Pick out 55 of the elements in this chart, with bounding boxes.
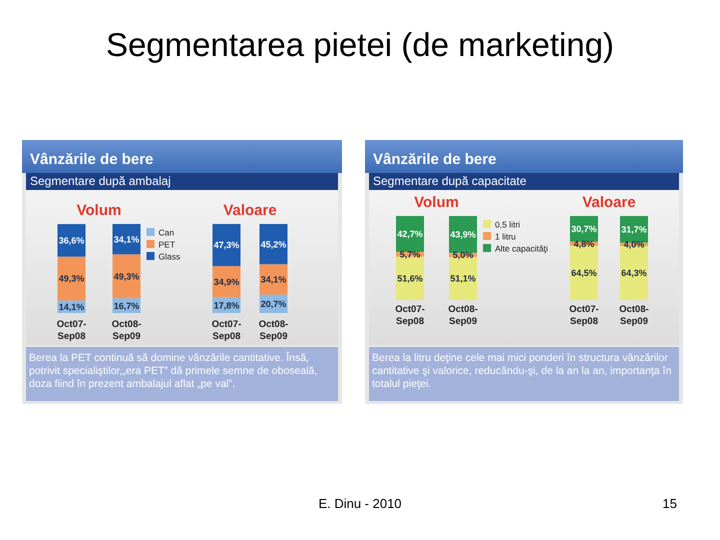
data-label: 30,7% bbox=[571, 224, 597, 234]
data-label: 31,7% bbox=[621, 224, 647, 235]
text: Segmentare după ambalaj bbox=[30, 174, 171, 188]
data-label: 17,8% bbox=[214, 300, 240, 310]
legend-label: 0,5 litri bbox=[495, 220, 520, 230]
data-label: 20,7% bbox=[260, 298, 286, 309]
chart-title: Volum bbox=[414, 194, 459, 211]
data-label: 45,2% bbox=[260, 239, 286, 250]
data-label: 34,9% bbox=[214, 276, 240, 287]
data-label: 42,7% bbox=[397, 229, 423, 240]
legend-label: Alte capacităţi bbox=[495, 244, 548, 254]
x-tick-label: Oct07-Sep08 bbox=[569, 304, 599, 327]
data-label: 34,1% bbox=[260, 274, 286, 285]
data-label: 49,3% bbox=[58, 274, 84, 284]
data-label: 34,1% bbox=[114, 234, 140, 244]
bar bbox=[212, 224, 240, 266]
x-tick-label: Oct07-Sep08 bbox=[212, 319, 242, 342]
chart-title: Valoare bbox=[223, 202, 277, 219]
legend-label: Glass bbox=[158, 252, 180, 262]
data-label: 5,0% bbox=[452, 250, 474, 260]
data-label: 4,0% bbox=[624, 240, 644, 250]
data-label: 47,3% bbox=[214, 240, 240, 250]
data-label: 14,1% bbox=[58, 302, 84, 312]
text: Segmentarea pietei (de marketing) bbox=[106, 26, 614, 63]
data-label: 49,3% bbox=[114, 271, 140, 282]
x-tick-label: Oct08-Sep09 bbox=[619, 304, 649, 327]
chart-title: Valoare bbox=[582, 194, 636, 211]
data-label: 51,6% bbox=[397, 274, 423, 284]
data-label: 4,8% bbox=[574, 239, 594, 250]
bar bbox=[112, 254, 140, 298]
data-label: 64,3% bbox=[621, 268, 647, 278]
text: Berea la litru deţine cele mai mici ponderi în structura vânzărilor cantitative şi valorice, reducându-şi, de la an la an, importanţa în totalul pieţei. bbox=[372, 352, 672, 390]
x-tick-label: Oct07-Sep08 bbox=[56, 319, 86, 342]
bar bbox=[58, 256, 86, 300]
data-label: 51,1% bbox=[450, 274, 476, 284]
text: Vânzările de bere bbox=[30, 151, 154, 168]
data-label: 5,7% bbox=[400, 249, 420, 260]
data-label: 64,5% bbox=[571, 268, 597, 278]
x-tick-label: Oct08-Sep09 bbox=[448, 304, 478, 327]
legend-label: PET bbox=[158, 240, 176, 250]
chart-title: Volum bbox=[76, 202, 122, 219]
x-tick-label: Oct08-Sep09 bbox=[112, 319, 142, 342]
data-label: 43,9% bbox=[450, 230, 476, 240]
text: 15 bbox=[662, 496, 677, 511]
legend-label: 1 litru bbox=[495, 232, 516, 242]
text: E. Dinu - 2010 bbox=[318, 496, 402, 511]
legend-label: Can bbox=[158, 228, 174, 238]
x-tick-label: Oct08-Sep09 bbox=[258, 319, 288, 342]
data-label: 36,6% bbox=[58, 236, 84, 246]
data-label: 16,7% bbox=[114, 300, 140, 311]
bar bbox=[260, 224, 288, 264]
text: Berea la PET continuă să domine vânzările cantitative. Însă, potrivit specialiştilor,„era PET” dă primele semne de oboseală, doza fiind în prezent ambalajul aflat „pe val”. bbox=[29, 351, 318, 390]
x-tick-label: Oct07-Sep08 bbox=[395, 304, 425, 327]
text: Segmentare după capacitate bbox=[373, 174, 527, 188]
text: Vânzările de bere bbox=[373, 151, 496, 168]
